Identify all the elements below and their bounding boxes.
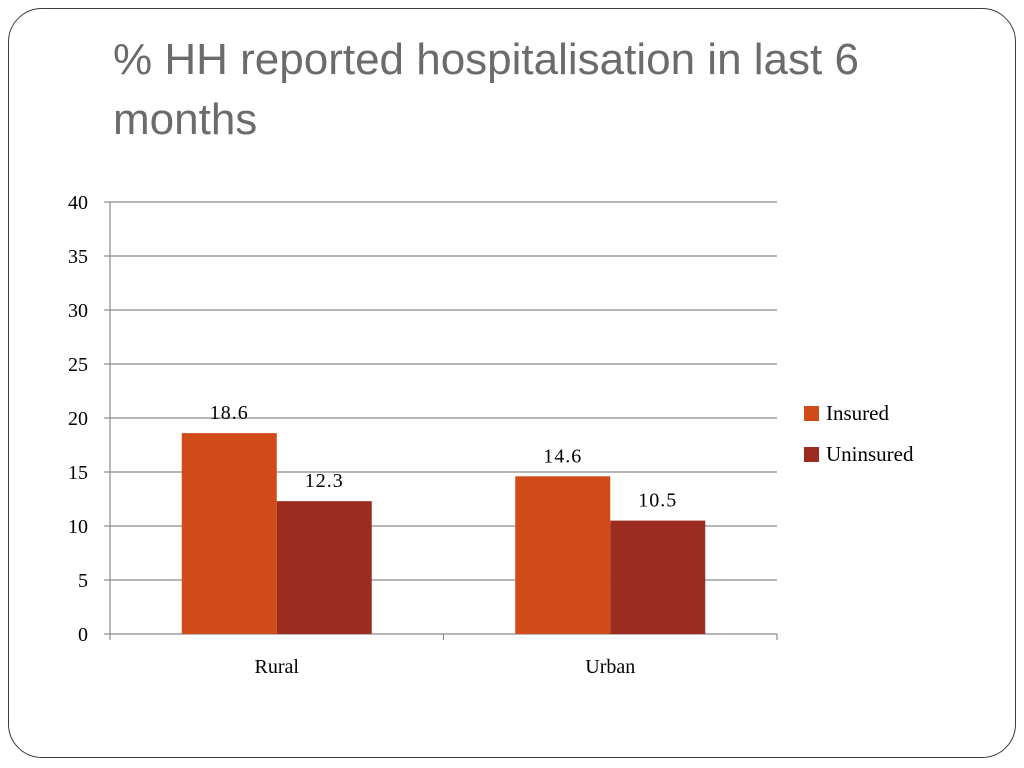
data-label: 10.5 [638, 490, 677, 512]
y-tick-label: 5 [78, 570, 88, 592]
bar-insured-urban [515, 476, 611, 634]
legend-label: Insured [826, 401, 889, 425]
data-label: 18.6 [210, 402, 249, 424]
y-tick-label: 30 [68, 300, 88, 322]
bar-uninsured-rural [276, 501, 372, 634]
y-tick-label: 0 [78, 624, 88, 646]
slide-title: % HH reported hospitalisation in last 6 … [113, 35, 859, 144]
x-category-label: Urban [585, 656, 635, 678]
y-tick-label: 10 [68, 516, 88, 538]
data-label: 12.3 [305, 470, 344, 492]
y-tick-label: 35 [68, 246, 88, 268]
y-tick-label: 15 [68, 462, 88, 484]
legend-label: Uninsured [826, 442, 914, 466]
legend-swatch-uninsured [804, 447, 819, 462]
slide-frame [8, 8, 1016, 758]
data-label: 14.6 [543, 445, 582, 467]
y-tick-label: 40 [68, 192, 88, 214]
legend-swatch-insured [804, 406, 819, 421]
y-tick-label: 20 [68, 408, 88, 430]
bar-uninsured-urban [610, 520, 706, 634]
y-tick-label: 25 [68, 354, 88, 376]
x-category-label: Rural [255, 656, 300, 678]
bar-insured-rural [181, 433, 277, 634]
